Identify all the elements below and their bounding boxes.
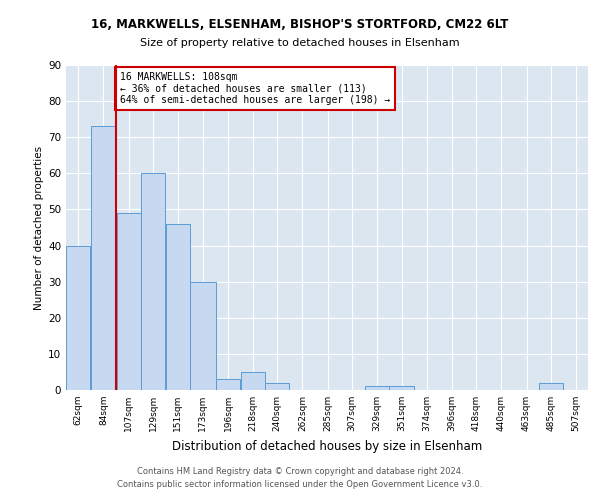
- Bar: [389, 386, 415, 390]
- Y-axis label: Number of detached properties: Number of detached properties: [34, 146, 44, 310]
- Bar: [365, 386, 389, 390]
- Bar: [265, 383, 289, 390]
- Text: 16, MARKWELLS, ELSENHAM, BISHOP'S STORTFORD, CM22 6LT: 16, MARKWELLS, ELSENHAM, BISHOP'S STORTF…: [91, 18, 509, 30]
- Text: Contains HM Land Registry data © Crown copyright and database right 2024.: Contains HM Land Registry data © Crown c…: [137, 467, 463, 476]
- Bar: [166, 224, 190, 390]
- Bar: [539, 383, 563, 390]
- Bar: [241, 372, 265, 390]
- Bar: [116, 213, 140, 390]
- Bar: [216, 379, 240, 390]
- Text: 16 MARKWELLS: 108sqm
← 36% of detached houses are smaller (113)
64% of semi-deta: 16 MARKWELLS: 108sqm ← 36% of detached h…: [119, 72, 390, 106]
- Bar: [91, 126, 116, 390]
- X-axis label: Distribution of detached houses by size in Elsenham: Distribution of detached houses by size …: [172, 440, 482, 452]
- Bar: [66, 246, 91, 390]
- Bar: [141, 174, 165, 390]
- Bar: [190, 282, 215, 390]
- Text: Contains public sector information licensed under the Open Government Licence v3: Contains public sector information licen…: [118, 480, 482, 489]
- Text: Size of property relative to detached houses in Elsenham: Size of property relative to detached ho…: [140, 38, 460, 48]
